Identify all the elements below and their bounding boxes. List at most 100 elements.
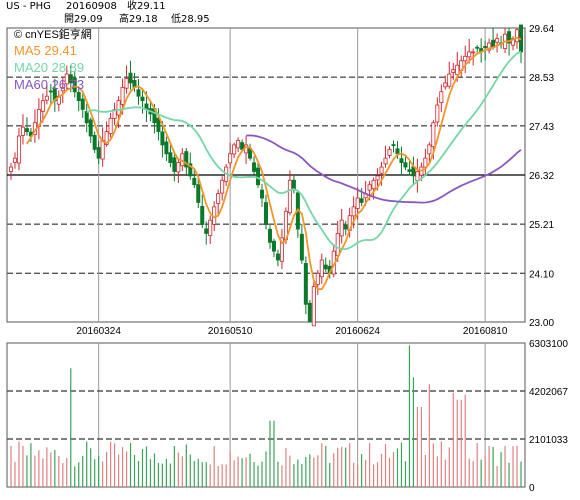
ma60-line bbox=[246, 134, 522, 204]
candle-body bbox=[367, 184, 372, 191]
candle-body bbox=[319, 259, 324, 278]
candle-body bbox=[68, 74, 73, 84]
candle-body bbox=[315, 272, 320, 285]
candle-body bbox=[140, 96, 145, 102]
candle-body bbox=[20, 126, 25, 136]
candle-body bbox=[299, 233, 304, 261]
candle-body bbox=[463, 55, 468, 62]
candle-body bbox=[343, 224, 348, 230]
date-tick-label: 20160324 bbox=[76, 326, 121, 337]
ma20-line bbox=[86, 50, 522, 251]
candle-body bbox=[407, 169, 412, 172]
candle-body bbox=[303, 263, 308, 305]
price-tick-label: 28.53 bbox=[529, 73, 554, 84]
candle-body bbox=[240, 142, 245, 150]
candle-body bbox=[515, 29, 520, 43]
open-label: 開29.09 bbox=[64, 14, 103, 25]
volume-tick-label: 6303100 bbox=[529, 339, 568, 350]
candle-body bbox=[263, 202, 268, 225]
candle-body bbox=[96, 147, 101, 159]
date-label: 20160908 bbox=[66, 1, 117, 12]
axis-labels: 29.64 28.53 27.43 26.32 25.21 24.10 23.00 20160… bbox=[76, 24, 568, 494]
candle-body bbox=[168, 152, 173, 164]
candle-body bbox=[84, 111, 89, 124]
candle-body bbox=[92, 135, 97, 150]
candle-body bbox=[80, 98, 85, 110]
legend-ma5: MA5 29.41 bbox=[14, 43, 77, 58]
candle-body bbox=[256, 167, 261, 186]
candle-body bbox=[100, 140, 105, 160]
candle-body bbox=[116, 100, 121, 116]
price-tick-label: 27.43 bbox=[529, 122, 554, 133]
candle-body bbox=[192, 177, 197, 186]
candle-body bbox=[359, 198, 364, 203]
moving-averages bbox=[26, 36, 522, 291]
candle-body bbox=[120, 86, 125, 105]
candle-body bbox=[136, 89, 141, 97]
candle-body bbox=[160, 131, 165, 146]
candle-body bbox=[172, 157, 177, 172]
candle-body bbox=[279, 237, 284, 262]
candle-body bbox=[487, 42, 492, 51]
candle-body bbox=[12, 157, 17, 163]
candle-body bbox=[104, 131, 109, 145]
candle-body bbox=[232, 144, 237, 155]
candle-body bbox=[395, 148, 400, 155]
legend-ma20: MA20 28.89 bbox=[14, 60, 84, 75]
date-tick-label: 20160624 bbox=[335, 326, 380, 337]
close-label: 收29.11 bbox=[127, 1, 166, 12]
candle-body bbox=[323, 264, 328, 270]
candle-body bbox=[204, 228, 209, 234]
candle-body bbox=[371, 179, 376, 190]
candle-body bbox=[16, 135, 21, 164]
candle-body bbox=[228, 153, 233, 164]
candle-body bbox=[439, 91, 444, 104]
candle-body bbox=[291, 179, 296, 190]
candle-body bbox=[8, 166, 13, 172]
candle-body bbox=[275, 253, 280, 261]
candle-body bbox=[427, 144, 432, 155]
price-tick-label: 29.64 bbox=[529, 24, 554, 35]
candle-body bbox=[260, 189, 265, 199]
candle-body bbox=[399, 158, 404, 164]
candle-body bbox=[391, 144, 396, 146]
date-tick-label: 20160810 bbox=[463, 326, 508, 337]
candle-body bbox=[455, 64, 460, 76]
candle-body bbox=[60, 86, 65, 92]
candle-body bbox=[196, 184, 201, 203]
candle-body bbox=[403, 162, 408, 168]
candle-body bbox=[475, 46, 480, 49]
candle-body bbox=[176, 162, 181, 173]
candle-body bbox=[431, 122, 436, 148]
candle-body bbox=[435, 104, 440, 123]
candle-body bbox=[24, 128, 29, 133]
candle-body bbox=[44, 95, 49, 101]
candle-body bbox=[156, 117, 161, 133]
volume-tick-label: 0 bbox=[529, 483, 535, 494]
candle-body bbox=[188, 163, 193, 177]
candle-body bbox=[355, 197, 360, 209]
candle-body bbox=[108, 117, 113, 134]
candle-body bbox=[88, 119, 93, 137]
candle-body bbox=[483, 46, 488, 48]
symbol-label: US - PHG bbox=[6, 1, 51, 12]
candle-body bbox=[471, 51, 476, 54]
candle-body bbox=[379, 166, 384, 174]
price-tick-label: 23.00 bbox=[529, 318, 554, 329]
candle-body bbox=[112, 109, 117, 119]
candle-body bbox=[495, 38, 500, 43]
candle-body bbox=[375, 175, 380, 181]
price-tick-label: 24.10 bbox=[529, 269, 554, 280]
candle-body bbox=[307, 302, 312, 323]
candle-body bbox=[40, 100, 45, 112]
candle-body bbox=[451, 69, 456, 73]
candle-body bbox=[447, 73, 452, 87]
candle-body bbox=[467, 51, 472, 58]
candle-body bbox=[423, 157, 428, 168]
volume-bars bbox=[10, 345, 522, 487]
candle-body bbox=[220, 179, 225, 194]
volume-tick-label: 4202067 bbox=[529, 387, 568, 398]
watermark: © cnYES鉅亨網 bbox=[14, 27, 92, 41]
candle-body bbox=[267, 228, 272, 243]
